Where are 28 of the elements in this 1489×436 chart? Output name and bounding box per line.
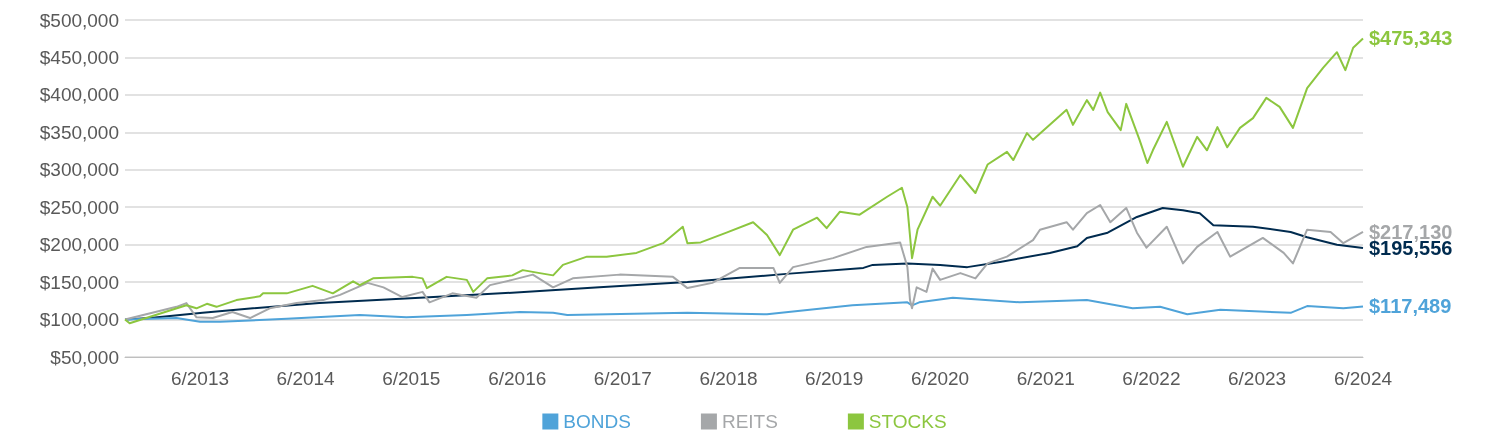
annotation: $475,343	[1369, 27, 1453, 50]
legend-label: BONDS	[563, 411, 631, 432]
y-tick-label: $400,000	[39, 84, 119, 106]
y-tick-label: $100,000	[39, 309, 119, 331]
x-tick-label: 6/2018	[699, 368, 758, 389]
y-tick-label: $50,000	[50, 346, 119, 368]
x-tick-label: 6/2021	[1016, 368, 1075, 389]
y-tick-label: $500,000	[39, 9, 119, 31]
x-tick-label: 6/2024	[1333, 368, 1393, 389]
y-tick-label: $150,000	[39, 271, 119, 293]
legend-label: REITS	[721, 411, 778, 432]
x-tick-label: 6/2023	[1228, 368, 1287, 389]
y-tick-label: $250,000	[39, 196, 119, 218]
y-tick-label: $350,000	[39, 121, 119, 143]
y-tick-label: $300,000	[39, 159, 119, 181]
x-tick-label: 6/2017	[593, 368, 652, 389]
line-series	[124, 37, 1364, 325]
x-tick-label: 6/2016	[488, 368, 547, 389]
legend-label: STOCKS	[868, 411, 947, 432]
y-tick-label: $450,000	[39, 46, 119, 68]
x-tick-label: 6/2013	[170, 368, 230, 389]
x-tick-label: 6/2019	[805, 368, 864, 389]
x-tick-label: 6/2022	[1122, 368, 1181, 389]
annotation: $117,489	[1369, 295, 1452, 318]
y-tick-label: $200,000	[39, 234, 119, 256]
x-tick-label: 6/2015	[382, 368, 441, 389]
x-tick-label: 6/2014	[276, 368, 336, 389]
x-tick-label: 6/2020	[911, 368, 970, 389]
